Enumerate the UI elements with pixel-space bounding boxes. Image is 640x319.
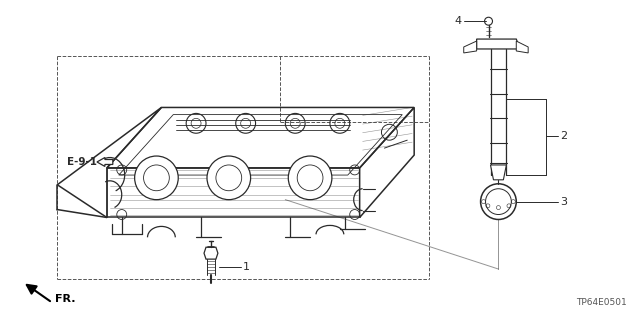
Polygon shape [477, 39, 520, 49]
Polygon shape [464, 41, 477, 53]
Circle shape [288, 156, 332, 200]
Polygon shape [360, 108, 414, 218]
Text: E-9-1: E-9-1 [67, 157, 97, 167]
Text: FR.: FR. [55, 294, 76, 304]
Text: 2: 2 [560, 131, 567, 141]
Text: 4: 4 [454, 16, 461, 26]
Polygon shape [58, 108, 161, 218]
Circle shape [481, 184, 516, 219]
Circle shape [207, 156, 251, 200]
Circle shape [134, 156, 179, 200]
Text: 3: 3 [560, 197, 567, 207]
Polygon shape [516, 41, 528, 53]
Polygon shape [490, 165, 506, 180]
Polygon shape [107, 168, 360, 218]
FancyArrow shape [97, 158, 113, 167]
Text: 1: 1 [243, 262, 250, 272]
Text: TP64E0501: TP64E0501 [577, 298, 627, 307]
